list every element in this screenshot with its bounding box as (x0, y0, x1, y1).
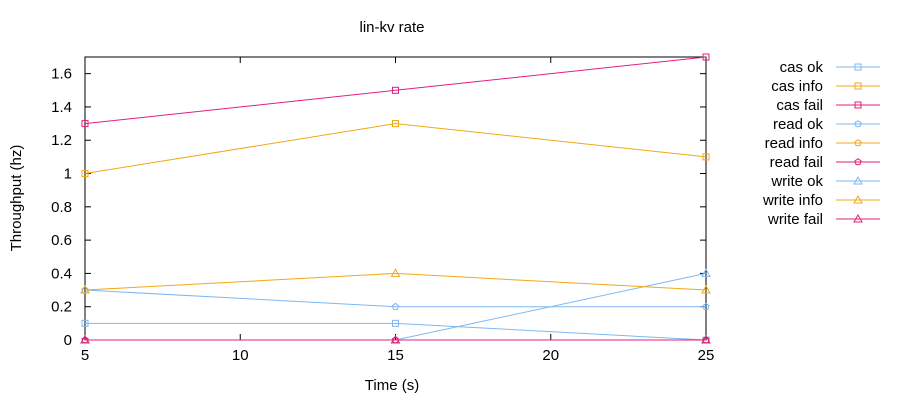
y-tick-label: 0.4 (51, 265, 72, 282)
data-point-write-fail (390, 334, 401, 344)
legend-label-read-fail: read fail (770, 154, 823, 171)
legend-label-cas-info: cas info (771, 78, 823, 95)
legend-label-read-info: read info (765, 135, 823, 152)
series-line-write-info (84, 272, 707, 291)
series-line-read-ok (84, 289, 706, 308)
legend-label-write-ok: write ok (770, 173, 823, 190)
legend-marker-write-info (853, 194, 863, 204)
data-point-cas-ok (392, 319, 399, 327)
x-tick-label: 10 (232, 347, 249, 364)
legend-marker-read-ok (854, 120, 862, 128)
data-point-read-ok (702, 302, 710, 310)
series-line-cas-fail (84, 56, 707, 125)
y-tick-label: 1.2 (51, 132, 72, 149)
y-tick-label: 0.8 (51, 199, 72, 216)
y-axis-label: Throughput (hz) (8, 145, 25, 252)
data-point-cas-info (392, 120, 399, 128)
x-tick-label: 20 (542, 347, 559, 364)
series-line-cas-info (84, 123, 707, 175)
data-point-cas-fail (392, 86, 399, 94)
plot-area: 5 10 15 20 25 0 0.2 0.4 0.6 0.8 1 1.2 1.4 1.6 (51, 53, 715, 364)
y-tick-label: 1.4 (51, 99, 72, 116)
legend-label-read-ok: read ok (773, 116, 824, 133)
data-point-write-info (390, 268, 401, 277)
data-point-write-info (80, 285, 90, 294)
legend-marker-cas-ok (854, 63, 862, 71)
series-line-cas-ok (85, 322, 707, 341)
legend-label-cas-fail: cas fail (776, 97, 823, 114)
x-tick-label: 25 (698, 347, 715, 364)
y-tick-label: 0.2 (51, 299, 72, 316)
legend-marker-write-fail (853, 213, 863, 223)
legend-marker-cas-info (854, 82, 862, 90)
legend: cas ok cas info cas fail read ok read info re… (762, 59, 880, 228)
y-tick-label: 1 (64, 166, 72, 183)
data-point-read-ok (391, 302, 400, 310)
legend-marker-read-info (854, 139, 862, 147)
plot-frame (84, 56, 707, 341)
legend-marker-cas-fail (854, 101, 862, 109)
chart-title: lin-kv rate (359, 19, 424, 36)
x-tick-label: 5 (81, 347, 89, 364)
data-point-cas-ok (81, 319, 89, 327)
legend-label-write-fail: write fail (767, 211, 823, 228)
data-point-write-ok (701, 268, 711, 277)
data-point-cas-fail (81, 120, 89, 128)
x-axis-label: Time (s) (365, 377, 419, 394)
x-tick-label: 15 (387, 347, 404, 364)
legend-label-write-info: write info (762, 192, 823, 209)
data-point-write-fail (80, 334, 90, 344)
y-tick-label: 0.6 (51, 232, 72, 249)
y-tick-label: 0 (64, 332, 72, 349)
legend-label-cas-ok: cas ok (780, 59, 824, 76)
data-point-cas-fail (702, 53, 710, 61)
data-point-write-info (701, 285, 711, 294)
y-tick-label: 1.6 (51, 66, 72, 83)
data-point-cas-info (702, 153, 710, 161)
data-point-write-fail (701, 334, 711, 344)
legend-marker-read-fail (854, 158, 862, 166)
legend-marker-write-ok (853, 175, 863, 185)
data-point-cas-info (81, 170, 89, 178)
